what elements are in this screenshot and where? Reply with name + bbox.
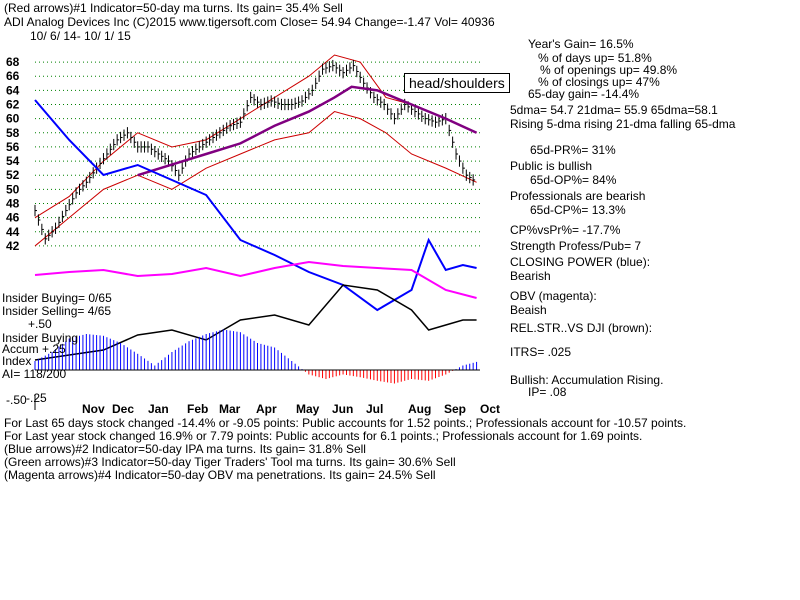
y-tick-label: 56 [6,140,20,154]
lower-band [34,111,477,247]
insider-buying2-label: Insider Buying [2,331,79,345]
x-tick-label: Feb [187,402,208,416]
x-tick-label: May [296,402,320,416]
y-tick-label: 44 [6,225,20,239]
x-tick-label: Mar [219,402,241,416]
y-tick-label: 62 [6,98,20,112]
closing-power-series [34,99,477,312]
stat-8: Public is bullish [510,159,593,173]
y-tick-label: 58 [6,126,20,140]
stat-6: Rising 5-dma rising 21-dma falling 65-dm… [510,117,736,131]
y-tick-label: 42 [6,239,20,253]
insider-buying-label: Insider Buying= 0/65 [2,291,112,305]
stat-0: Year's Gain= 16.5% [528,37,634,51]
x-tick-label: Dec [112,402,134,416]
stat-16: OBV (magenta): [510,289,597,303]
y-tick-label: 64 [6,83,20,97]
ma65-series [137,85,478,177]
stat-19: ITRS= .025 [510,345,572,359]
stat-21: IP= .08 [528,385,567,399]
x-tick-label: Nov [82,402,105,416]
footer-line3: (Blue arrows)#2 Indicator=50-day IPA ma … [4,442,366,456]
footer-line4: (Green arrows)#3 Indicator=50-day Tiger … [4,455,456,469]
minus50-label: -.50 [6,393,27,407]
stat-9: 65d-OP%= 84% [530,173,617,187]
closing-power-line [34,99,477,312]
footer-line1: For Last 65 days stock changed -14.4% or… [4,416,687,430]
obv-line [34,260,477,299]
y-tick-label: 68 [6,55,20,69]
y-tick-label: 46 [6,211,20,225]
stat-3: % of closings up= 47% [538,75,660,89]
stat-12: CP%vsPr%= -17.7% [510,223,621,237]
obv-series [34,260,477,299]
y-tick-label: 48 [6,197,20,211]
y-tick-label: 66 [6,69,20,83]
x-tick-label: Sep [444,402,466,416]
footer-line2: For Last year stock changed 16.9% or 7.7… [4,429,643,443]
stat-10: Professionals are bearish [510,189,646,203]
price-series [34,59,476,245]
stat-15: Bearish [510,269,551,283]
plus50-label: +.50 [28,317,52,331]
x-tick-label: Oct [480,402,500,416]
stat-4: 65-day gain= -14.4% [528,87,640,101]
stat-2: % of openings up= 49.8% [540,63,678,77]
stat-14: CLOSING POWER (blue): [510,255,651,269]
y-tick-label: 54 [6,154,20,168]
insider-selling-label: Insider Selling= 4/65 [2,304,112,318]
stat-7: 65d-PR%= 31% [530,143,616,157]
rel-str-line [34,284,477,361]
accum-label: Accum +.25 [2,342,66,356]
y-tick-label: 52 [6,168,20,182]
relative-strength-series [34,284,477,361]
y-tick-label: 50 [6,182,20,196]
y-tick-label: 60 [6,112,20,126]
stat-1: % of days up= 51.8% [538,51,652,65]
ma65-line [137,85,478,177]
header-line2: ADI Analog Devices Inc (C)2015 www.tiger… [4,15,495,29]
ai-label: AI= 118/200 [2,367,67,381]
stat-11: 65d-CP%= 13.3% [530,203,626,217]
chart-grid [34,61,480,410]
footer-line5: (Magenta arrows)#4 Indicator=50-day OBV … [4,468,436,482]
stat-17: Beaish [510,303,547,317]
accum-index-series [34,329,480,384]
x-tick-label: Aug [408,402,431,416]
stat-20: Bullish: Accumulation Rising. [510,373,664,387]
stat-13: Strength Profess/Pub= 7 [510,239,642,253]
date-range: 10/ 6/ 14- 10/ 1/ 15 [30,29,131,43]
stat-5: 5dma= 54.7 21dma= 55.9 65dma=58.1 [510,103,718,117]
x-tick-label: Jan [148,402,169,416]
x-tick-labels: Nov Dec Jan Feb Mar Apr May Jun Jul Aug Sep Oct [82,402,500,416]
index-label: Index [2,354,32,368]
head-shoulders-annotation: head/shoulders [404,73,510,93]
header-line1: (Red arrows)#1 Indicator=50-day ma turns… [4,1,343,15]
x-tick-label: Jul [366,402,383,416]
stat-18: REL.STR..VS DJI (brown): [510,321,653,335]
x-tick-label: Apr [256,402,277,416]
minus25-label: -.25 [26,391,47,405]
x-tick-label: Jun [332,402,353,416]
